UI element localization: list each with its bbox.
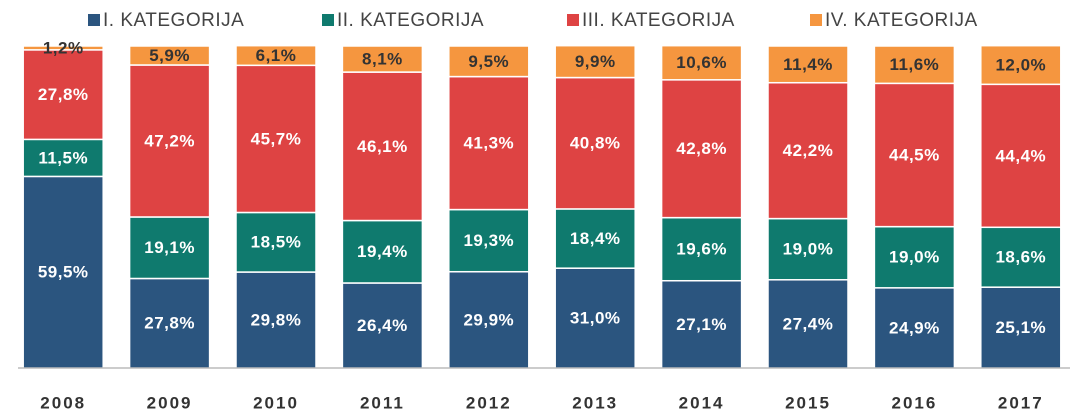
bar-segment	[341, 71, 424, 222]
x-tick-label: 2017	[998, 393, 1044, 412]
legend-swatch	[322, 14, 334, 26]
value-label: 59,5%	[38, 263, 89, 282]
value-label: 27,4%	[783, 314, 834, 333]
value-label: 8,1%	[362, 50, 403, 69]
bar-segment	[980, 226, 1062, 288]
legend-label: I. KATEGORIJA	[103, 10, 244, 31]
value-label: 19,4%	[357, 242, 408, 261]
bar-segment	[554, 76, 636, 210]
bar-segment	[980, 286, 1062, 369]
bar-segment	[448, 75, 530, 211]
bar-segment	[448, 208, 530, 273]
value-label: 44,5%	[889, 145, 940, 164]
value-label: 9,9%	[575, 52, 616, 71]
bar-segment	[128, 45, 211, 66]
legend-swatch	[567, 14, 579, 26]
value-label: 42,2%	[783, 141, 834, 160]
legend-label: III. KATEGORIJA	[582, 10, 735, 31]
bar-segment	[235, 271, 317, 369]
value-label: 47,2%	[144, 131, 195, 150]
x-tick-label: 2009	[147, 393, 193, 412]
value-label: 6,1%	[256, 46, 297, 65]
legend-label: II. KATEGORIJA	[337, 10, 484, 31]
value-label: 46,1%	[357, 137, 408, 156]
value-label: 18,5%	[251, 233, 302, 252]
bar-segment	[22, 138, 104, 178]
value-label: 24,9%	[889, 318, 940, 337]
bar-segment	[660, 79, 743, 219]
value-label: 44,4%	[995, 146, 1046, 165]
value-label: 27,1%	[676, 315, 727, 334]
value-label: 26,4%	[357, 316, 408, 335]
legend-swatch	[810, 14, 822, 26]
value-label: 18,4%	[570, 229, 621, 248]
value-label: 11,6%	[890, 55, 940, 74]
bar-segment	[660, 216, 743, 282]
value-label: 5,9%	[149, 46, 190, 65]
value-label: 25,1%	[995, 318, 1046, 337]
bar-segment	[448, 45, 530, 78]
value-label: 18,6%	[995, 248, 1046, 267]
x-tick-label: 2015	[785, 393, 831, 412]
bar-segment	[767, 217, 849, 281]
bar-segment	[22, 175, 104, 369]
bar-segment	[554, 208, 636, 269]
legend-swatch	[88, 14, 100, 26]
x-tick-label: 2010	[253, 393, 299, 412]
value-label: 19,3%	[463, 231, 514, 250]
bar-segment	[873, 82, 956, 228]
bar-segment	[767, 81, 849, 220]
x-tick-label: 2016	[891, 393, 937, 412]
bar-segment	[341, 219, 424, 284]
bar-segment	[873, 45, 956, 85]
value-label: 31,0%	[570, 309, 621, 328]
value-label: 9,5%	[468, 52, 509, 71]
legend-label: IV. KATEGORIJA	[825, 10, 978, 31]
bar-segment	[128, 277, 211, 369]
x-tick-label: 2014	[679, 393, 725, 412]
bar-segment	[128, 64, 211, 218]
bar-segment	[980, 44, 1062, 86]
value-label: 11,5%	[38, 148, 88, 167]
value-label: 19,0%	[783, 240, 834, 259]
value-label: 29,9%	[463, 310, 514, 329]
x-tick-label: 2011	[360, 393, 405, 412]
value-label: 12,0%	[995, 55, 1046, 74]
value-label: 27,8%	[144, 314, 195, 333]
value-label: 19,1%	[144, 238, 195, 257]
value-label: 45,7%	[251, 129, 302, 148]
value-label: 10,6%	[676, 53, 727, 72]
x-tick-label: 2008	[40, 393, 86, 412]
value-label: 19,0%	[889, 248, 940, 267]
bar-segment	[554, 44, 636, 79]
bar-segment	[873, 225, 956, 289]
x-tick-label: 2013	[572, 393, 618, 412]
value-label: 19,6%	[676, 240, 727, 259]
bar-segment	[341, 45, 424, 73]
bar-segment	[767, 279, 849, 369]
x-tick-label: 2012	[466, 393, 512, 412]
bar-segment	[22, 45, 104, 51]
value-label: 41,3%	[463, 134, 514, 153]
bar-segment	[554, 267, 636, 369]
bar-segment	[767, 45, 849, 84]
value-label: 42,8%	[676, 139, 727, 158]
value-label: 11,4%	[783, 55, 833, 74]
value-label: 27,8%	[38, 85, 89, 104]
bar-segment	[235, 64, 317, 214]
value-label: 1,2%	[43, 38, 84, 57]
value-label: 29,8%	[251, 311, 302, 330]
value-label: 40,8%	[570, 134, 621, 153]
bar-segment	[660, 44, 743, 81]
bar-segment	[235, 44, 317, 67]
